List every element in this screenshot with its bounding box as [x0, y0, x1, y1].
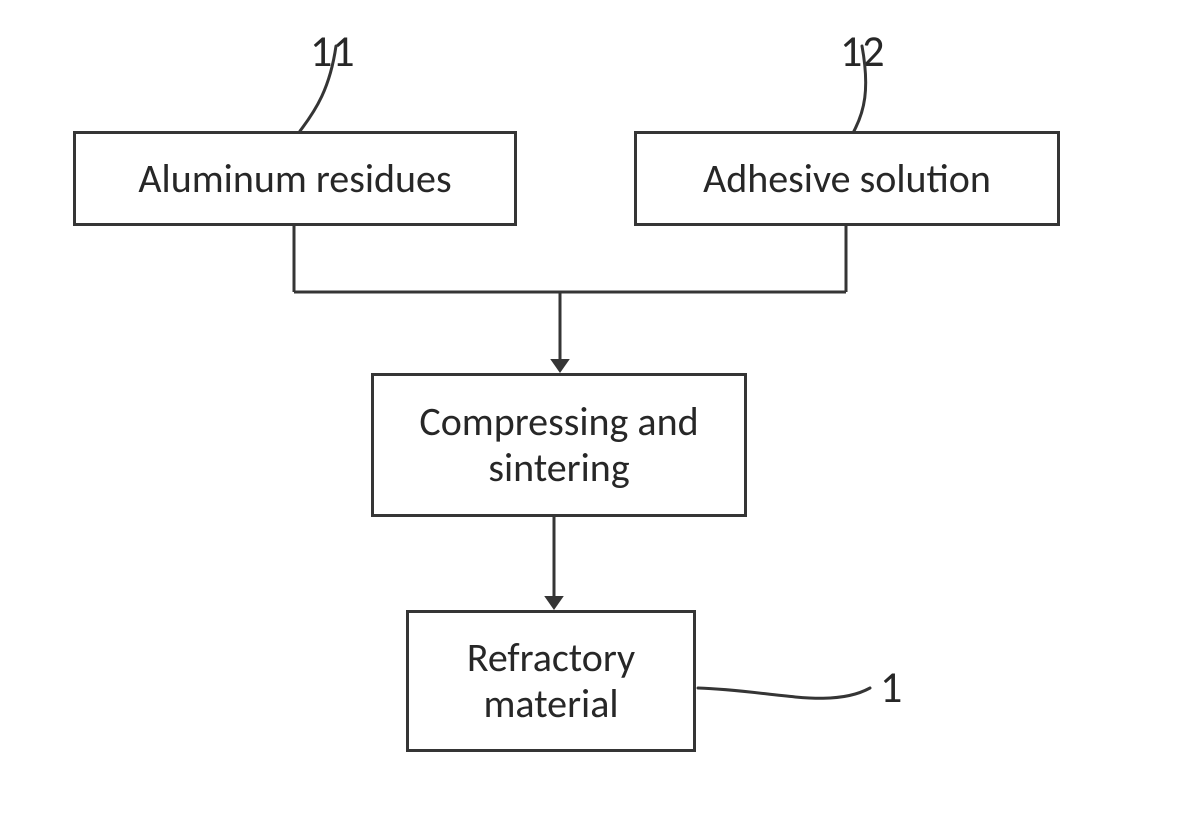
node-aluminum-residues: Aluminum residues [73, 131, 517, 226]
node-text: Compressing and sintering [384, 399, 734, 491]
node-compressing-sintering: Compressing and sintering [371, 373, 747, 517]
node-refractory-material: Refractory material [406, 610, 696, 752]
label-text: 1 [880, 660, 902, 714]
node-text: Refractory material [419, 635, 683, 727]
reference-label-11: 11 [310, 24, 355, 78]
node-adhesive-solution: Adhesive solution [634, 131, 1060, 226]
reference-label-12: 12 [840, 24, 885, 78]
reference-label-1: 1 [880, 660, 902, 714]
node-text: Adhesive solution [703, 156, 991, 202]
label-text: 12 [840, 24, 885, 78]
node-text: Aluminum residues [138, 156, 451, 202]
label-text: 11 [310, 24, 355, 78]
